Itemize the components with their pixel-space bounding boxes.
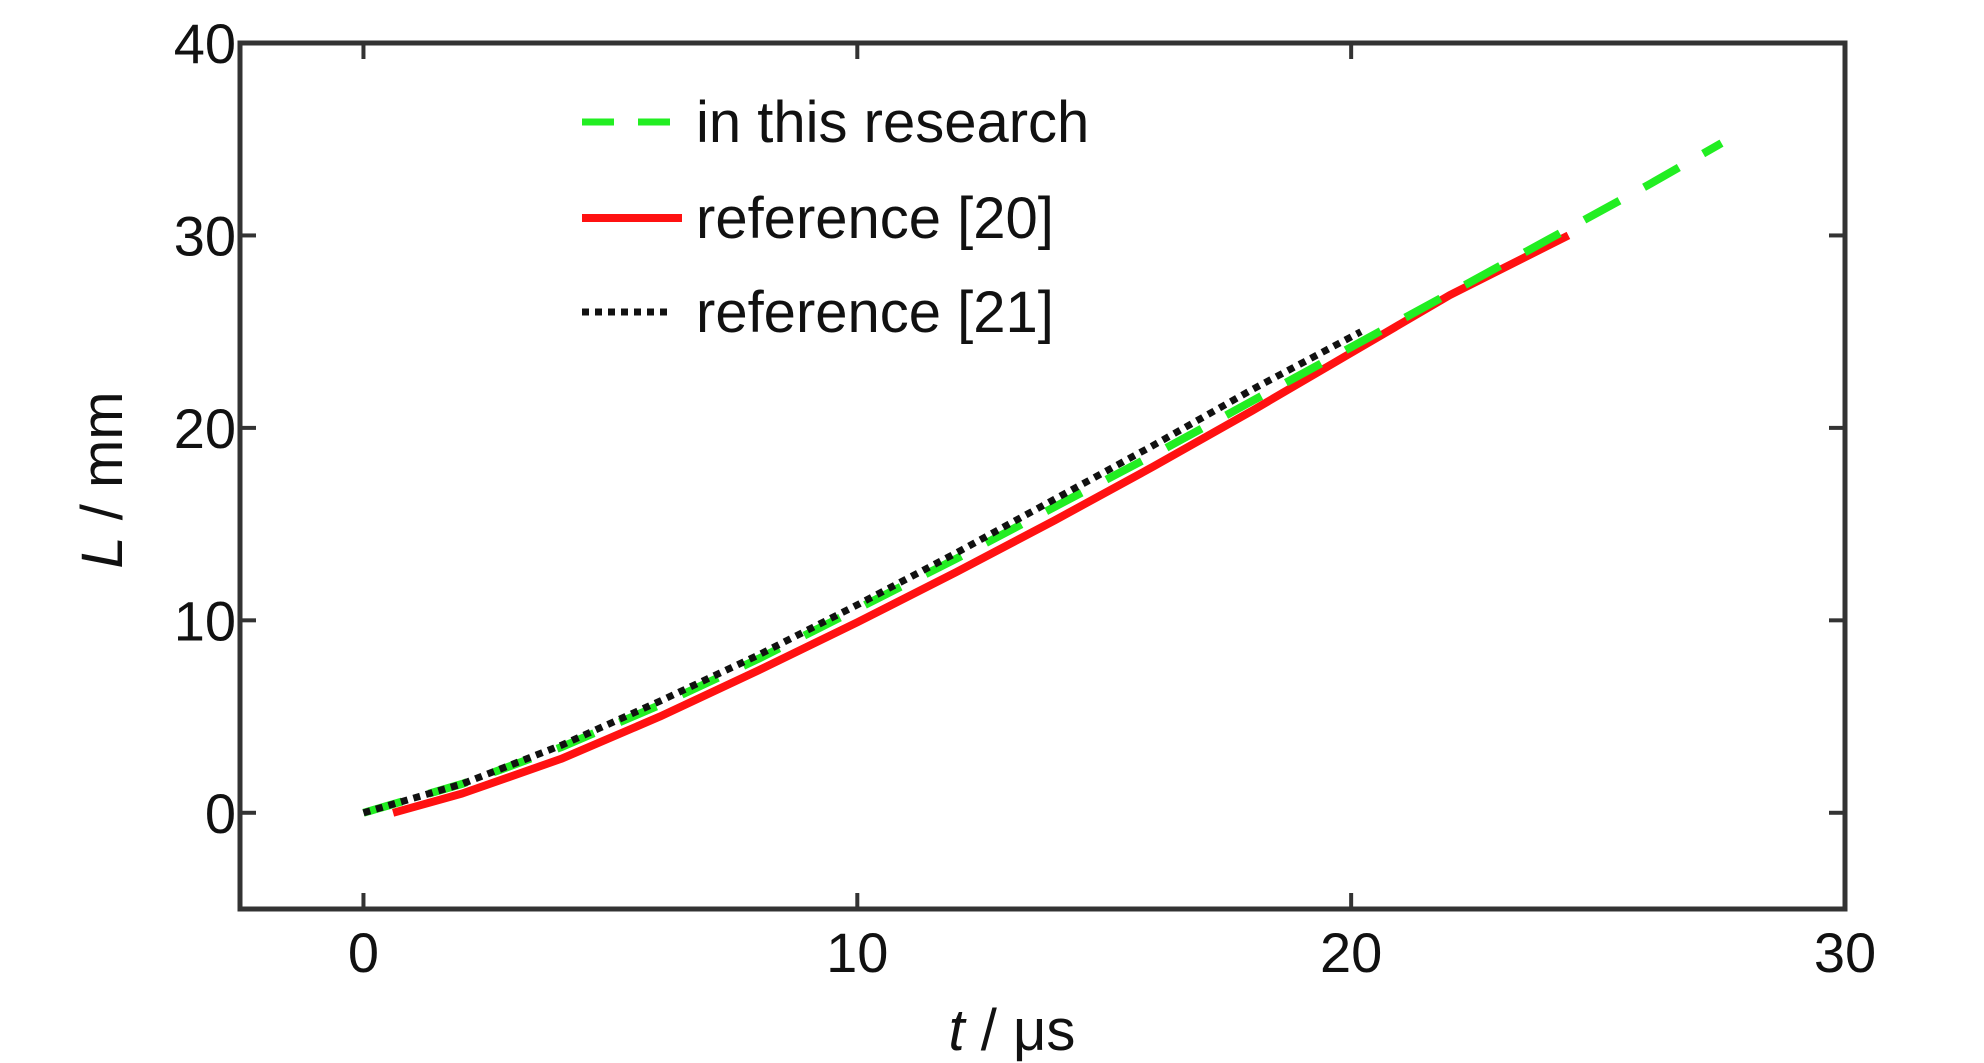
y-tick-label: 40 bbox=[174, 12, 236, 75]
legend-label-reference-20: reference [20] bbox=[696, 186, 1054, 251]
y-tick-label: 0 bbox=[205, 782, 236, 845]
legend: in this research reference [20] referenc… bbox=[582, 90, 1089, 345]
legend-label-in-this-research: in this research bbox=[696, 90, 1089, 155]
y-axis-unit: / mm bbox=[70, 391, 135, 536]
legend-label-reference-21: reference [21] bbox=[696, 280, 1054, 345]
y-tick-label: 10 bbox=[174, 589, 236, 652]
x-tick-label: 30 bbox=[1814, 921, 1876, 984]
axis-ticks bbox=[240, 41, 1847, 909]
axis-tick-labels: 0 10 20 30 0 10 20 30 40 bbox=[174, 12, 1876, 984]
y-tick-label: 30 bbox=[174, 204, 236, 267]
x-tick-label: 20 bbox=[1320, 921, 1382, 984]
x-tick-label: 0 bbox=[348, 921, 379, 984]
x-axis-label: t / μs bbox=[949, 998, 1076, 1063]
x-axis-variable: t bbox=[949, 998, 968, 1063]
y-axis-label: L / mm bbox=[70, 391, 135, 568]
x-axis-unit: / μs bbox=[965, 998, 1076, 1063]
series-line-reference-20 bbox=[392, 231, 1571, 817]
plot-area-frame bbox=[237, 40, 1848, 912]
x-tick-label: 10 bbox=[826, 921, 888, 984]
y-tick-label: 20 bbox=[174, 397, 236, 460]
y-axis-variable: L bbox=[70, 536, 135, 568]
series-line-reference-21 bbox=[362, 328, 1363, 817]
series-layer bbox=[362, 139, 1724, 817]
series-line-in-this-research bbox=[362, 139, 1724, 817]
